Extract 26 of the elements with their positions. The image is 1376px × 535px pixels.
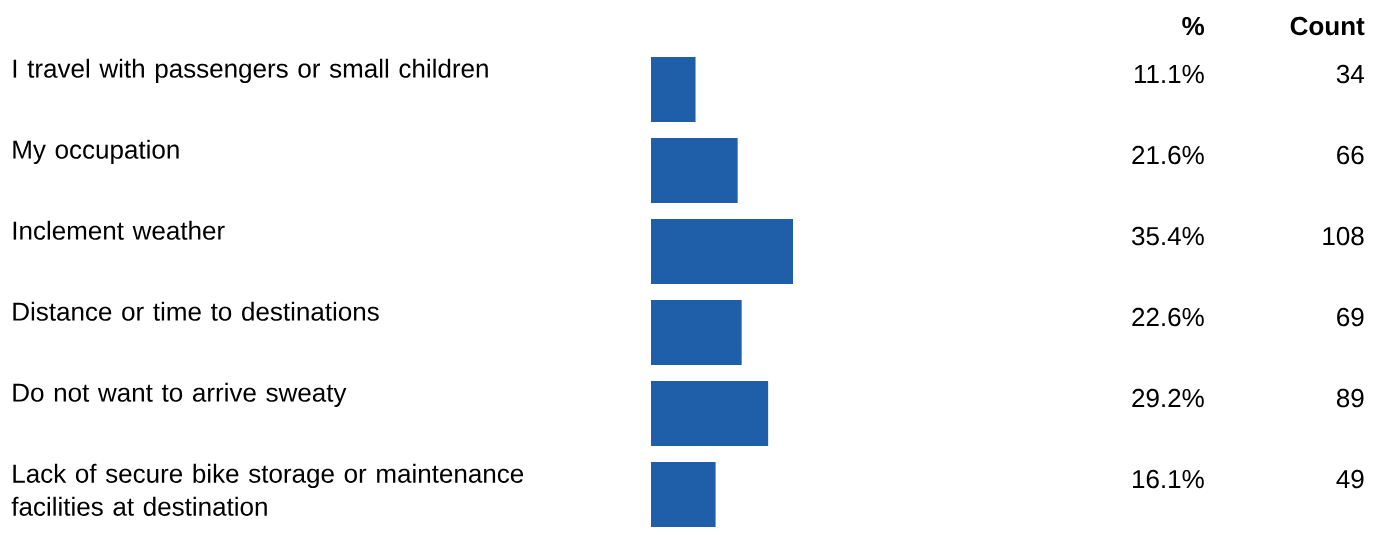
bar <box>651 462 716 528</box>
data-label: 29.2% <box>1132 388 1204 408</box>
bar <box>651 219 794 285</box>
bar <box>651 138 738 204</box>
data-label: 22.6% <box>1132 307 1204 327</box>
bar <box>651 300 742 366</box>
text: 108 <box>1323 226 1364 246</box>
data-label: 35.4% <box>1132 226 1204 246</box>
y-tick-label: Inclement weather <box>13 220 225 240</box>
text: 69 <box>1337 307 1364 327</box>
text: 49 <box>1336 469 1364 489</box>
data-label: 16.1% <box>1133 469 1204 489</box>
bar <box>651 57 696 122</box>
y-tick-label: Distance or time to destinations <box>13 301 379 321</box>
y-tick-label: Do not want to arrive sweaty <box>13 382 347 408</box>
data-label: 21.6% <box>1132 145 1204 165</box>
data-label: 11.1% <box>1134 64 1204 84</box>
text: % <box>1182 16 1205 36</box>
text: 66 <box>1337 145 1364 165</box>
bar <box>651 381 769 447</box>
text: Count <box>1290 16 1365 36</box>
y-tick-label: Lack of secure bike storage or maintenance facilities at destination <box>11 463 524 516</box>
text: 89 <box>1336 388 1364 408</box>
y-tick-label: My occupation <box>13 139 179 165</box>
y-tick-label: I travel with passengers or small children <box>13 58 488 83</box>
text: 34 <box>1336 64 1364 84</box>
